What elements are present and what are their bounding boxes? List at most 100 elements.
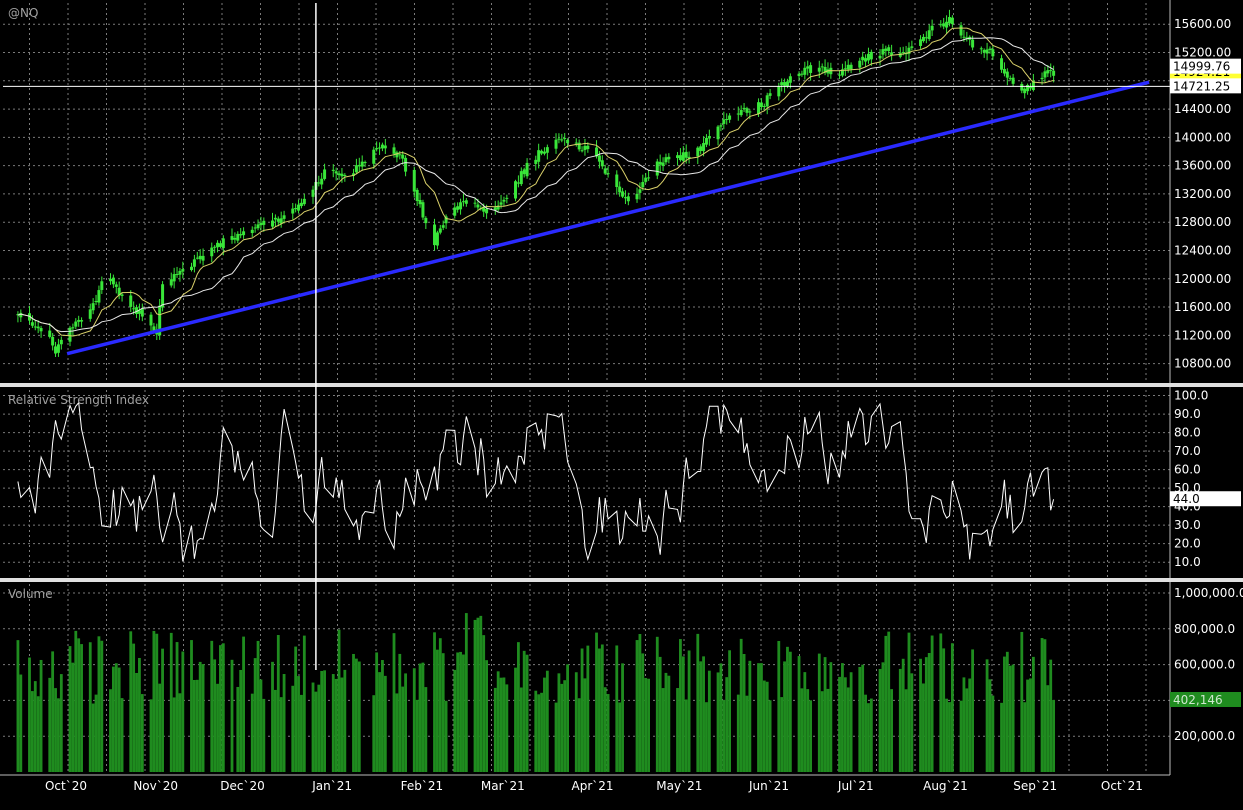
volume-bar (922, 683, 925, 772)
candle (600, 155, 604, 170)
volume-bar (968, 678, 972, 772)
candle-body (736, 113, 740, 115)
candle-body (580, 150, 584, 152)
candle (707, 129, 711, 146)
candle-body (534, 159, 538, 164)
rsi-pane-label: Relative Strength Index (8, 393, 149, 407)
candle (88, 303, 92, 322)
price-tick-label: 12400.00 (1174, 243, 1231, 257)
volume-bar (869, 698, 873, 772)
volume-bar (517, 642, 520, 772)
candle (213, 245, 217, 253)
candle (696, 146, 700, 165)
candle-body (395, 152, 399, 158)
candle (256, 219, 260, 231)
candle (1026, 83, 1030, 95)
volume-bar (392, 633, 396, 772)
candle-body (1023, 88, 1027, 94)
candle (233, 232, 237, 244)
volume-bar (253, 658, 257, 772)
volume-bar (1026, 679, 1029, 772)
candle (623, 190, 627, 205)
candle (644, 173, 648, 184)
candle (540, 149, 544, 156)
candle-body (595, 147, 599, 157)
candle-body (256, 224, 260, 229)
volume-bar (51, 651, 55, 772)
candle-body (615, 174, 619, 188)
rsi-tick-label: 100.0 (1174, 389, 1208, 403)
candle-body (947, 17, 951, 24)
candle (959, 22, 963, 39)
candle-body (383, 145, 387, 149)
candle-body (59, 339, 63, 345)
volume-bar (415, 699, 419, 772)
volume-bar (534, 690, 538, 772)
volume-bar (412, 668, 416, 772)
volume-bar (716, 672, 720, 772)
volume-bar (334, 678, 338, 772)
candle-body (1000, 58, 1004, 70)
volume-bar (919, 658, 922, 772)
volume-bar (927, 652, 931, 772)
candle-body (560, 139, 564, 141)
candle (485, 204, 489, 219)
candle (354, 158, 358, 175)
candle-body (638, 189, 642, 193)
volume-bar (140, 694, 144, 772)
candle (736, 106, 740, 121)
candle-body (30, 322, 34, 326)
candle (502, 196, 506, 207)
candle-body (337, 173, 341, 176)
date-tick-label: Oct`21 (1101, 779, 1143, 793)
volume-bar (398, 653, 402, 772)
candle (71, 323, 75, 336)
candle-body (178, 270, 182, 275)
volume-bar (817, 653, 821, 772)
candle-body (647, 177, 651, 179)
ma-slow-badge-text: 14999.76 (1173, 60, 1230, 74)
candle-body (768, 93, 772, 96)
candle-body (635, 193, 639, 200)
volume-bar (684, 699, 688, 772)
last-price-badge-bg (1170, 78, 1241, 94)
candle (985, 42, 989, 61)
candle-body (360, 161, 364, 167)
candle-body (299, 202, 303, 207)
volume-bar (1049, 659, 1053, 772)
candle-body (213, 246, 217, 248)
volume-bar (499, 677, 503, 772)
volume-bar (120, 698, 124, 772)
candle (554, 133, 558, 154)
volume-bar (192, 679, 196, 772)
volume-bar (161, 648, 164, 772)
candle-body (352, 173, 356, 176)
candle (398, 150, 402, 160)
candle (1028, 83, 1032, 91)
candle (1046, 65, 1050, 78)
date-tick-label: Nov`20 (133, 779, 178, 793)
candle (276, 216, 280, 227)
candle (236, 231, 240, 244)
volume-bar (109, 689, 112, 772)
candle-body (988, 48, 992, 50)
candle-body (493, 207, 497, 211)
candle-body (297, 204, 301, 211)
candle-body (597, 155, 601, 162)
candle-body (921, 36, 925, 42)
candle (890, 44, 894, 61)
volume-bar (236, 686, 240, 772)
candle-body (175, 273, 179, 275)
volume-series (16, 613, 1056, 772)
candle (525, 158, 529, 179)
volume-bar (57, 698, 60, 772)
candle-body (132, 308, 136, 310)
date-tick-label: Jul`21 (837, 779, 874, 793)
candle (603, 164, 607, 176)
volume-bar (1029, 678, 1032, 772)
volume-bar (971, 649, 975, 772)
candle-body (557, 138, 561, 140)
candle-body (945, 21, 949, 28)
candle (678, 148, 682, 162)
candle (1008, 75, 1012, 81)
